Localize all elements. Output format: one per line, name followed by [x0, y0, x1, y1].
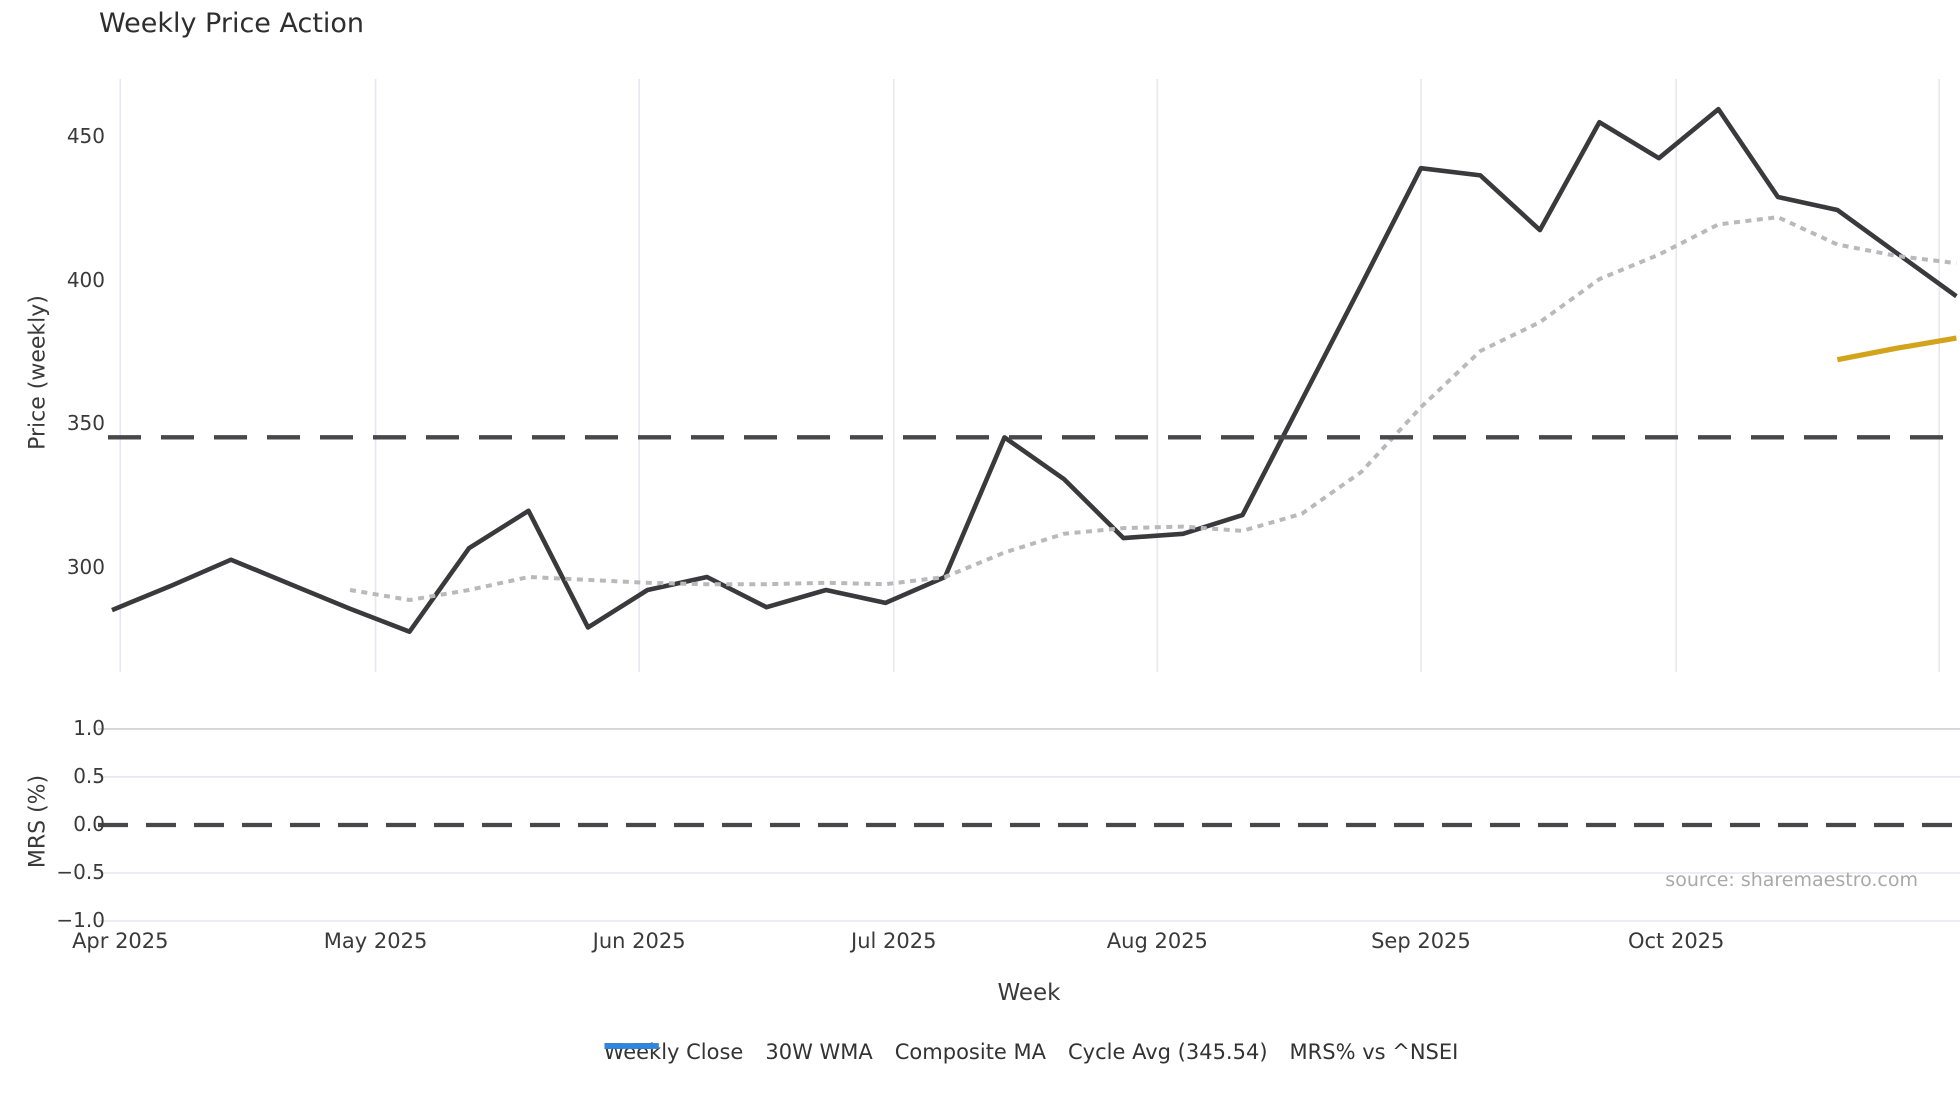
legend-item-composite-ma: Composite MA [604, 1040, 1047, 1064]
x-axis-label: Week [997, 980, 1061, 1006]
x-tick-aug-2025: Aug 2025 [1106, 929, 1208, 953]
mrs-tick-0.5: 0.5 [73, 763, 105, 788]
x-tick-oct-2025: Oct 2025 [1627, 929, 1725, 953]
price-tick-350: 350 [66, 411, 105, 436]
mrs-tick--1.0: −1.0 [56, 907, 105, 932]
x-tick-sep-2025: Sep 2025 [1371, 929, 1471, 953]
legend-label: Composite MA [894, 1040, 1047, 1064]
solid-line-swatch-icon [604, 1043, 659, 1049]
mrs-panel-gridlines [98, 728, 1960, 922]
chart-legend: Weekly Close 30W WMA Composite MA Cycle Avg… [604, 1040, 1459, 1064]
x-tick-apr-2025: Apr 2025 [72, 929, 169, 953]
legend-label: Cycle Avg (345.54) [1068, 1040, 1268, 1064]
mrs-tick--0.5: −0.5 [56, 859, 105, 884]
legend-item-cycle-avg-345-54-: Cycle Avg (345.54) [604, 1040, 1268, 1064]
price-tick-450: 450 [66, 123, 105, 148]
price-panel-gridlines [119, 79, 1940, 672]
legend-label: 30W WMA [765, 1040, 873, 1064]
chart-title: Weekly Price Action [99, 8, 365, 39]
price-axis-label: Price (weekly) [25, 295, 51, 450]
legend-label: MRS% vs ^NSEI [1289, 1040, 1459, 1064]
price-tick-400: 400 [66, 267, 105, 292]
source-watermark: source: sharemaestro.com [1665, 869, 1918, 891]
mrs-tick-0.0: 0.0 [73, 811, 105, 836]
legend-item-30w-wma: 30W WMA [604, 1040, 873, 1064]
x-tick-jul-2025: Jul 2025 [851, 929, 937, 953]
composite-ma-line [349, 215, 1957, 602]
legend-item-mrs-vs-nsei: MRS% vs ^NSEI [604, 1040, 1459, 1064]
mrs-tick-1.0: 1.0 [73, 715, 105, 740]
weekly-close-line [111, 106, 1958, 635]
x-tick-jun-2025: Jun 2025 [592, 929, 686, 953]
price-tick-300: 300 [66, 555, 105, 580]
x-tick-may-2025: May 2025 [323, 929, 428, 953]
30w-wma-line [1836, 335, 1957, 363]
chart-series [108, 106, 1960, 635]
